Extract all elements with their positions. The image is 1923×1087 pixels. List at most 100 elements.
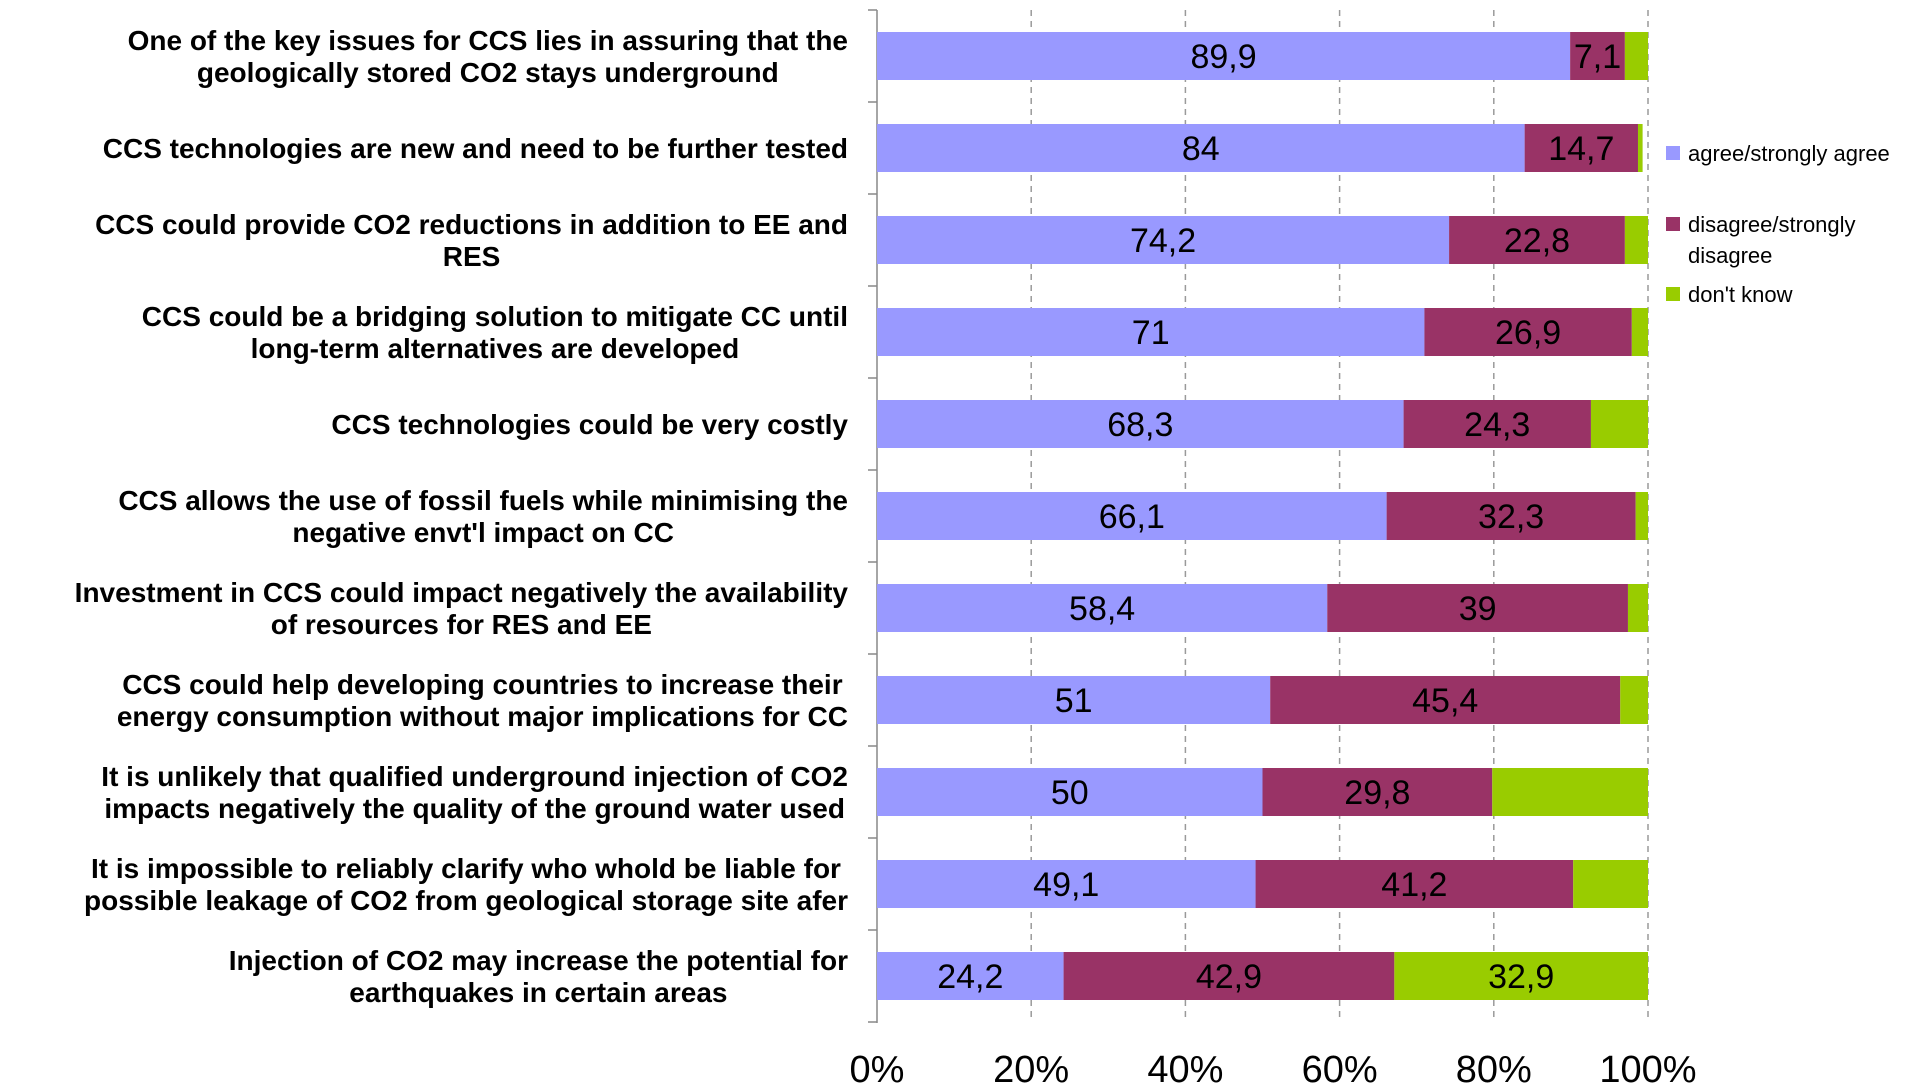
data-label: 49,1 — [1033, 866, 1099, 904]
bar-segment-3 — [1492, 768, 1648, 816]
category-label-line: CCS could provide CO2 reductions in addi… — [95, 209, 848, 240]
category-label-line: Injection of CO2 may increase the potent… — [229, 945, 848, 976]
data-label: 22,8 — [1504, 222, 1570, 260]
category-label: CCS could help developing countries to i… — [117, 669, 848, 732]
bar-segment-1 — [877, 860, 1256, 908]
category-label-line: One of the key issues for CCS lies in as… — [128, 25, 848, 56]
bar-segment-2 — [1255, 860, 1574, 908]
bar-segment-1 — [877, 952, 1064, 1000]
data-label: 39 — [1459, 590, 1497, 628]
bar-segment-1 — [877, 492, 1387, 540]
bar-segment-3 — [1394, 952, 1648, 1000]
bar-segment-3 — [1590, 400, 1648, 448]
legend-label-line: disagree/strongly — [1688, 212, 1856, 237]
category-label: CCS allows the use of fossil fuels while… — [118, 485, 848, 548]
category-label-line: CCS allows the use of fossil fuels while… — [118, 485, 848, 516]
category-label-line: of resources for RES and EE — [271, 609, 652, 640]
bar-segment-2 — [1424, 308, 1632, 356]
legend-label: agree/strongly agree — [1688, 141, 1890, 166]
data-label: 74,2 — [1130, 222, 1196, 260]
data-label: 66,1 — [1099, 498, 1165, 536]
bar-segment-3 — [1620, 676, 1648, 724]
data-label: 32,9 — [1488, 958, 1554, 996]
data-label: 45,4 — [1412, 682, 1478, 720]
bar-segment-3 — [1637, 124, 1643, 172]
bar-segment-3 — [1631, 308, 1648, 356]
bar-segment-1 — [877, 584, 1328, 632]
category-label-line: CCS could be a bridging solution to miti… — [142, 301, 848, 332]
category-label-line: CCS could help developing countries to i… — [122, 669, 842, 700]
x-tick-label: 60% — [1302, 1049, 1378, 1087]
legend-swatch — [1666, 217, 1680, 231]
category-label-line: CCS technologies could be very costly — [331, 409, 848, 440]
category-label-line: It is impossible to reliably clarify who… — [91, 853, 841, 884]
bar-segment-3 — [1624, 32, 1648, 80]
data-label: 71 — [1132, 314, 1170, 352]
data-label: 68,3 — [1107, 406, 1173, 444]
category-label-line: earthquakes in certain areas — [349, 977, 727, 1008]
data-label: 24,2 — [937, 958, 1003, 996]
x-tick-label: 20% — [993, 1049, 1069, 1087]
data-label: 24,3 — [1464, 406, 1530, 444]
x-tick-label: 100% — [1599, 1049, 1696, 1087]
legend-swatch — [1666, 146, 1680, 160]
bar-segment-2 — [1386, 492, 1636, 540]
category-label-line: energy consumption without major implica… — [117, 701, 848, 732]
legend-label-line: don't know — [1688, 282, 1793, 307]
bar-segment-1 — [877, 124, 1525, 172]
data-label: 84 — [1182, 130, 1220, 168]
data-label: 26,9 — [1495, 314, 1561, 352]
x-tick-label: 0% — [850, 1049, 905, 1087]
x-tick-label: 80% — [1456, 1049, 1532, 1087]
category-label-line: possible leakage of CO2 from geological … — [84, 885, 848, 916]
bar-segment-1 — [877, 400, 1404, 448]
bar-segment-2 — [1327, 584, 1628, 632]
bar-segment-2 — [1449, 216, 1625, 264]
legend-label: don't know — [1688, 282, 1793, 307]
data-label: 58,4 — [1069, 590, 1135, 628]
legend-label: disagree/strongly disagree — [1688, 212, 1856, 268]
category-label: CCS technologies could be very costly — [331, 409, 848, 440]
category-label: Investment in CCS could impact negativel… — [75, 577, 849, 640]
category-label: It is impossible to reliably clarify who… — [84, 853, 848, 916]
bar-segment-3 — [1627, 584, 1648, 632]
data-label: 32,3 — [1478, 498, 1544, 536]
data-label: 41,2 — [1381, 866, 1447, 904]
legend-swatch — [1666, 287, 1680, 301]
category-label-line: long-term alternatives are developed — [251, 333, 740, 364]
bar-segment-2 — [1524, 124, 1638, 172]
category-label: One of the key issues for CCS lies in as… — [128, 25, 848, 88]
x-tick-label: 40% — [1147, 1049, 1223, 1087]
bar-segment-1 — [877, 216, 1450, 264]
data-label: 50 — [1051, 774, 1089, 812]
category-label: CCS could be a bridging solution to miti… — [142, 301, 848, 364]
legend-label-line: disagree — [1688, 243, 1772, 268]
category-label-line: CCS technologies are new and need to be … — [103, 133, 848, 164]
category-label-line: Investment in CCS could impact negativel… — [75, 577, 849, 608]
bar-segment-1 — [877, 32, 1571, 80]
category-label-line: impacts negatively the quality of the gr… — [104, 793, 845, 824]
bar-segment-3 — [1624, 216, 1648, 264]
category-label-line: geologically stored CO2 stays undergroun… — [197, 57, 779, 88]
category-label: CCS technologies are new and need to be … — [103, 133, 848, 164]
category-label: CCS could provide CO2 reductions in addi… — [95, 209, 848, 272]
bar-segment-2 — [1063, 952, 1395, 1000]
bar-segment-2 — [1262, 768, 1493, 816]
data-label: 14,7 — [1548, 130, 1614, 168]
bar-segment-1 — [877, 676, 1271, 724]
bar-segment-2 — [1570, 32, 1625, 80]
data-label: 51 — [1055, 682, 1093, 720]
data-label: 7,1 — [1574, 38, 1621, 76]
data-label: 42,9 — [1196, 958, 1262, 996]
bar-segment-3 — [1573, 860, 1648, 908]
legend-label-line: agree/strongly agree — [1688, 141, 1890, 166]
category-label-line: RES — [443, 241, 501, 272]
category-label-line: It is unlikely that qualified undergroun… — [101, 761, 848, 792]
category-label: Injection of CO2 may increase the potent… — [229, 945, 848, 1008]
bar-segment-1 — [877, 768, 1263, 816]
category-label: It is unlikely that qualified undergroun… — [101, 761, 848, 824]
bar-segment-3 — [1635, 492, 1648, 540]
category-label-line: negative envt'l impact on CC — [292, 517, 674, 548]
